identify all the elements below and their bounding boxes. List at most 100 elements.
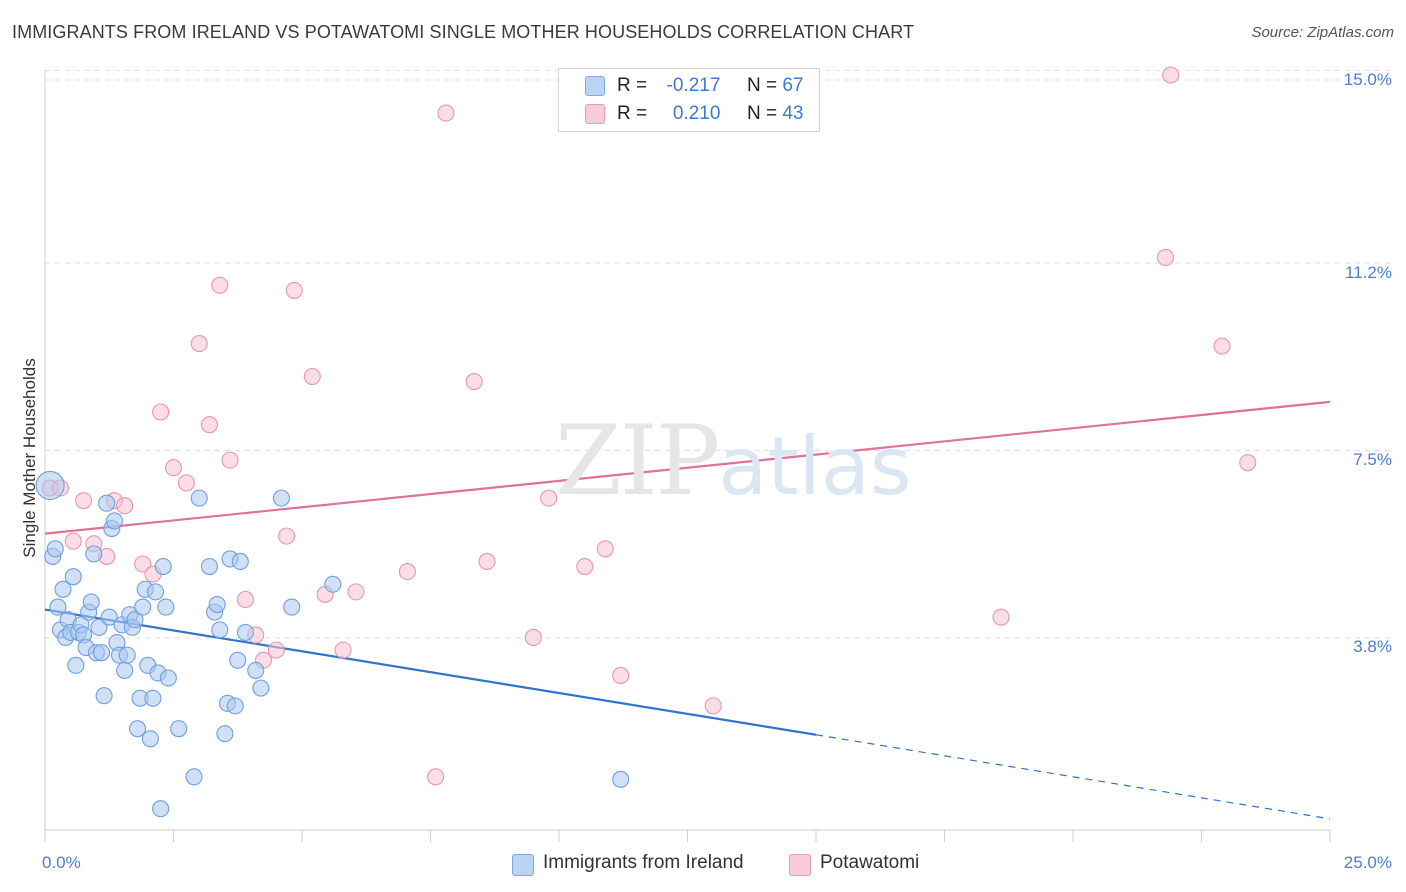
point-ireland xyxy=(49,598,67,616)
point-ireland xyxy=(252,679,270,697)
point-ireland xyxy=(226,697,244,715)
point-ireland xyxy=(200,557,219,576)
stats-legend: R = -0.217 N = 67 R = 0.210 N = 43 xyxy=(558,68,820,132)
point-ireland xyxy=(185,768,203,786)
r-value: 0.210 xyxy=(672,103,721,124)
point-potawatomi xyxy=(427,768,445,786)
r-label: R = xyxy=(617,103,648,124)
watermark: ZIPatlas xyxy=(555,405,912,517)
x-tick-label-max: 25.0% xyxy=(1343,853,1392,872)
legend-swatch-potawatomi xyxy=(789,854,811,876)
r-label: R = xyxy=(617,75,648,96)
point-ireland xyxy=(231,552,249,571)
point-ireland xyxy=(211,621,229,639)
stats-row-ireland: R = -0.217 N = 67 xyxy=(617,75,803,99)
r-value: -0.217 xyxy=(666,75,721,96)
point-potawatomi xyxy=(116,497,134,515)
point-ireland xyxy=(229,651,247,669)
point-potawatomi xyxy=(285,281,303,299)
point-potawatomi xyxy=(398,563,416,581)
trend-line-ireland-extension xyxy=(815,734,1331,820)
point-potawatomi xyxy=(704,697,722,715)
point-ireland xyxy=(216,725,234,743)
point-potawatomi xyxy=(267,641,285,659)
point-ireland xyxy=(100,608,118,626)
point-potawatomi xyxy=(236,590,255,609)
point-potawatomi xyxy=(612,666,630,685)
point-potawatomi xyxy=(1156,248,1175,267)
point-potawatomi xyxy=(303,367,321,386)
point-ireland xyxy=(92,644,111,662)
point-ireland xyxy=(116,661,134,679)
n-label: N = xyxy=(746,103,778,124)
legend-item-ireland: Immigrants from Ireland xyxy=(543,852,744,873)
point-ireland xyxy=(128,720,147,738)
stats-row-potawatomi: R = 0.210 N = 43 xyxy=(617,103,803,127)
point-ireland xyxy=(152,800,170,818)
chart-title: IMMIGRANTS FROM IRELAND VS POTAWATOMI SI… xyxy=(12,22,915,42)
watermark-zip: ZIP xyxy=(555,405,720,517)
point-ireland xyxy=(64,568,82,586)
point-potawatomi xyxy=(437,104,455,122)
point-ireland xyxy=(154,557,172,576)
point-potawatomi xyxy=(177,474,195,492)
point-potawatomi xyxy=(200,416,219,434)
grid-lines xyxy=(45,70,1392,639)
point-potawatomi xyxy=(64,532,82,550)
point-ireland xyxy=(126,611,144,629)
point-potawatomi xyxy=(190,335,208,353)
point-ireland xyxy=(190,489,208,507)
point-ireland xyxy=(157,598,175,616)
point-ireland xyxy=(118,646,136,664)
point-ireland xyxy=(46,540,64,558)
point-potawatomi xyxy=(540,489,558,507)
point-ireland xyxy=(95,687,113,705)
point-ireland xyxy=(324,575,342,593)
point-potawatomi xyxy=(576,557,594,576)
point-potawatomi xyxy=(164,459,183,477)
point-ireland xyxy=(170,720,188,738)
point-potawatomi xyxy=(75,492,93,510)
point-potawatomi xyxy=(152,403,170,421)
point-potawatomi xyxy=(524,628,542,647)
point-potawatomi xyxy=(221,451,239,469)
trend-line-potawatomi xyxy=(44,400,1331,535)
point-ireland xyxy=(141,730,159,748)
point-potawatomi xyxy=(992,608,1010,626)
point-ireland xyxy=(283,598,301,616)
legend-swatch-potawatomi xyxy=(585,104,605,124)
trend-lines xyxy=(44,400,1331,820)
point-ireland xyxy=(146,583,165,601)
point-ireland xyxy=(612,770,630,788)
point-ireland xyxy=(105,512,123,530)
point-ireland xyxy=(159,669,177,687)
x-tick-label-min: 0.0% xyxy=(42,853,81,872)
y-axis-label: Single Mother Households xyxy=(20,358,39,558)
n-value: 67 xyxy=(782,75,804,96)
trend-line-ireland xyxy=(44,608,817,736)
point-potawatomi xyxy=(465,373,483,391)
y-tick-label: 11.2% xyxy=(1345,262,1392,282)
data-points xyxy=(35,66,1257,818)
point-ireland xyxy=(82,593,100,611)
n-label: N = xyxy=(746,75,778,96)
legend-swatch-ireland xyxy=(512,854,534,876)
legend-item-potawatomi: Potawatomi xyxy=(820,852,920,873)
point-potawatomi xyxy=(134,555,152,573)
point-ireland xyxy=(208,595,226,614)
point-ireland xyxy=(247,661,265,679)
legend-swatch-ireland xyxy=(585,76,605,96)
series-legend: Immigrants from Ireland Potawatomi xyxy=(0,852,1406,878)
point-potawatomi xyxy=(596,540,614,558)
watermark-atlas: atlas xyxy=(718,420,912,513)
point-ireland xyxy=(54,580,72,598)
point-potawatomi xyxy=(211,276,229,294)
point-ireland xyxy=(98,494,116,512)
point-potawatomi xyxy=(347,583,365,601)
y-tick-label: 7.5% xyxy=(1353,450,1392,469)
point-ireland xyxy=(134,598,152,616)
point-potawatomi xyxy=(1213,337,1231,355)
point-ireland xyxy=(35,470,65,501)
point-ireland xyxy=(236,623,255,641)
